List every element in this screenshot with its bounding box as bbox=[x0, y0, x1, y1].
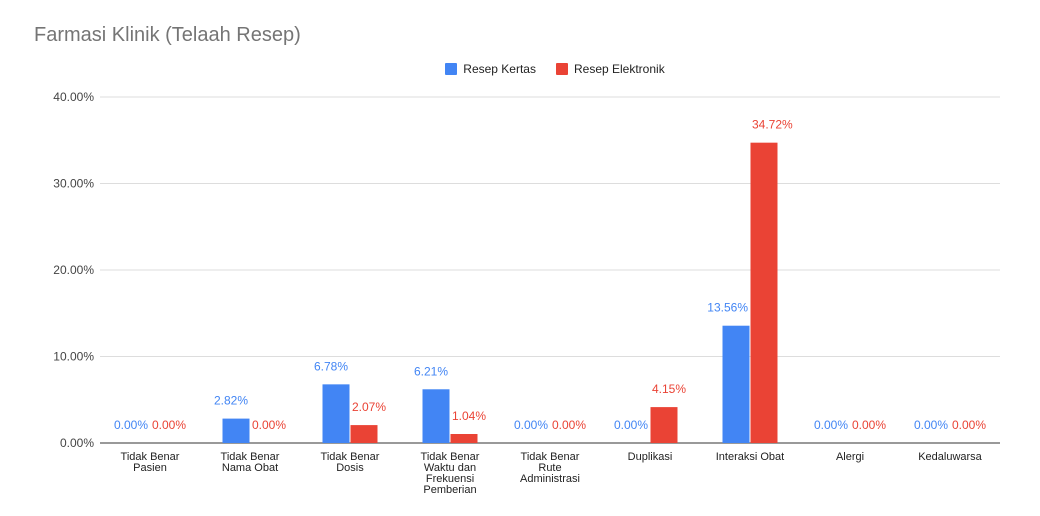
data-label: 0.00% bbox=[814, 418, 848, 432]
bar-resep-kertas bbox=[322, 384, 350, 443]
data-label: 0.00% bbox=[152, 418, 186, 432]
data-label: 0.00% bbox=[852, 418, 886, 432]
data-label: 4.15% bbox=[652, 382, 686, 396]
legend-swatch-resep-kertas bbox=[445, 63, 458, 75]
x-tick-label: Tidak Benar bbox=[321, 451, 380, 463]
bar-resep-elektronik bbox=[350, 425, 378, 443]
bar-resep-kertas bbox=[222, 418, 250, 443]
data-label: 2.07% bbox=[352, 400, 386, 414]
bar-resep-elektronik bbox=[750, 142, 778, 443]
x-tick-label: Alergi bbox=[836, 451, 864, 463]
data-label: 34.72% bbox=[752, 118, 793, 132]
data-label: 0.00% bbox=[252, 418, 286, 432]
x-tick-label: Nama Obat bbox=[222, 462, 278, 474]
x-tick-label: Frekuensi bbox=[426, 473, 474, 485]
data-label: 2.82% bbox=[214, 394, 248, 408]
y-tick-label: 40.00% bbox=[53, 90, 94, 104]
x-tick-label: Waktu dan bbox=[424, 462, 476, 474]
x-tick-label: Rute bbox=[538, 462, 561, 474]
legend-swatch-resep-elektronik bbox=[555, 63, 568, 75]
y-tick-label: 20.00% bbox=[53, 263, 94, 277]
legend-item-resep-kertas[interactable]: Resep Kertas bbox=[375, 62, 536, 76]
data-label: 6.21% bbox=[414, 364, 448, 378]
bar-resep-elektronik bbox=[650, 407, 678, 443]
data-label: 0.00% bbox=[914, 418, 948, 432]
bar-resep-kertas bbox=[722, 325, 750, 443]
x-tick-label: Dosis bbox=[336, 462, 364, 474]
x-tick-label: Tidak Benar bbox=[221, 451, 280, 463]
data-label: 0.00% bbox=[552, 418, 586, 432]
x-tick-label: Interaksi Obat bbox=[716, 451, 784, 463]
data-label: 0.00% bbox=[514, 418, 548, 432]
legend: Resep Kertas Resep Elektronik bbox=[0, 62, 1040, 76]
legend-label-resep-kertas: Resep Kertas bbox=[463, 62, 536, 76]
data-label: 13.56% bbox=[707, 301, 748, 315]
x-tick-label: Pasien bbox=[133, 462, 167, 474]
x-tick-label: Pemberian bbox=[423, 484, 476, 496]
data-label: 0.00% bbox=[614, 418, 648, 432]
x-tick-label: Kedaluwarsa bbox=[918, 451, 982, 463]
chart-title: Farmasi Klinik (Telaah Resep) bbox=[34, 24, 301, 46]
legend-item-resep-elektronik[interactable]: Resep Elektronik bbox=[555, 62, 665, 76]
x-tick-label: Tidak Benar bbox=[421, 451, 480, 463]
bar-resep-kertas bbox=[422, 389, 450, 443]
bar-resep-elektronik bbox=[450, 434, 478, 443]
data-label: 6.78% bbox=[314, 359, 348, 373]
x-tick-label: Duplikasi bbox=[628, 451, 673, 463]
legend-label-resep-elektronik: Resep Elektronik bbox=[573, 62, 665, 76]
y-tick-label: 30.00% bbox=[53, 177, 94, 191]
y-tick-label: 0.00% bbox=[60, 436, 94, 450]
x-tick-label: Tidak Benar bbox=[521, 451, 580, 463]
data-label: 0.00% bbox=[952, 418, 986, 432]
data-label: 0.00% bbox=[114, 418, 148, 432]
x-tick-label: Administrasi bbox=[520, 473, 580, 485]
data-label: 1.04% bbox=[452, 409, 486, 423]
y-tick-label: 10.00% bbox=[53, 350, 94, 364]
x-tick-label: Tidak Benar bbox=[121, 451, 180, 463]
